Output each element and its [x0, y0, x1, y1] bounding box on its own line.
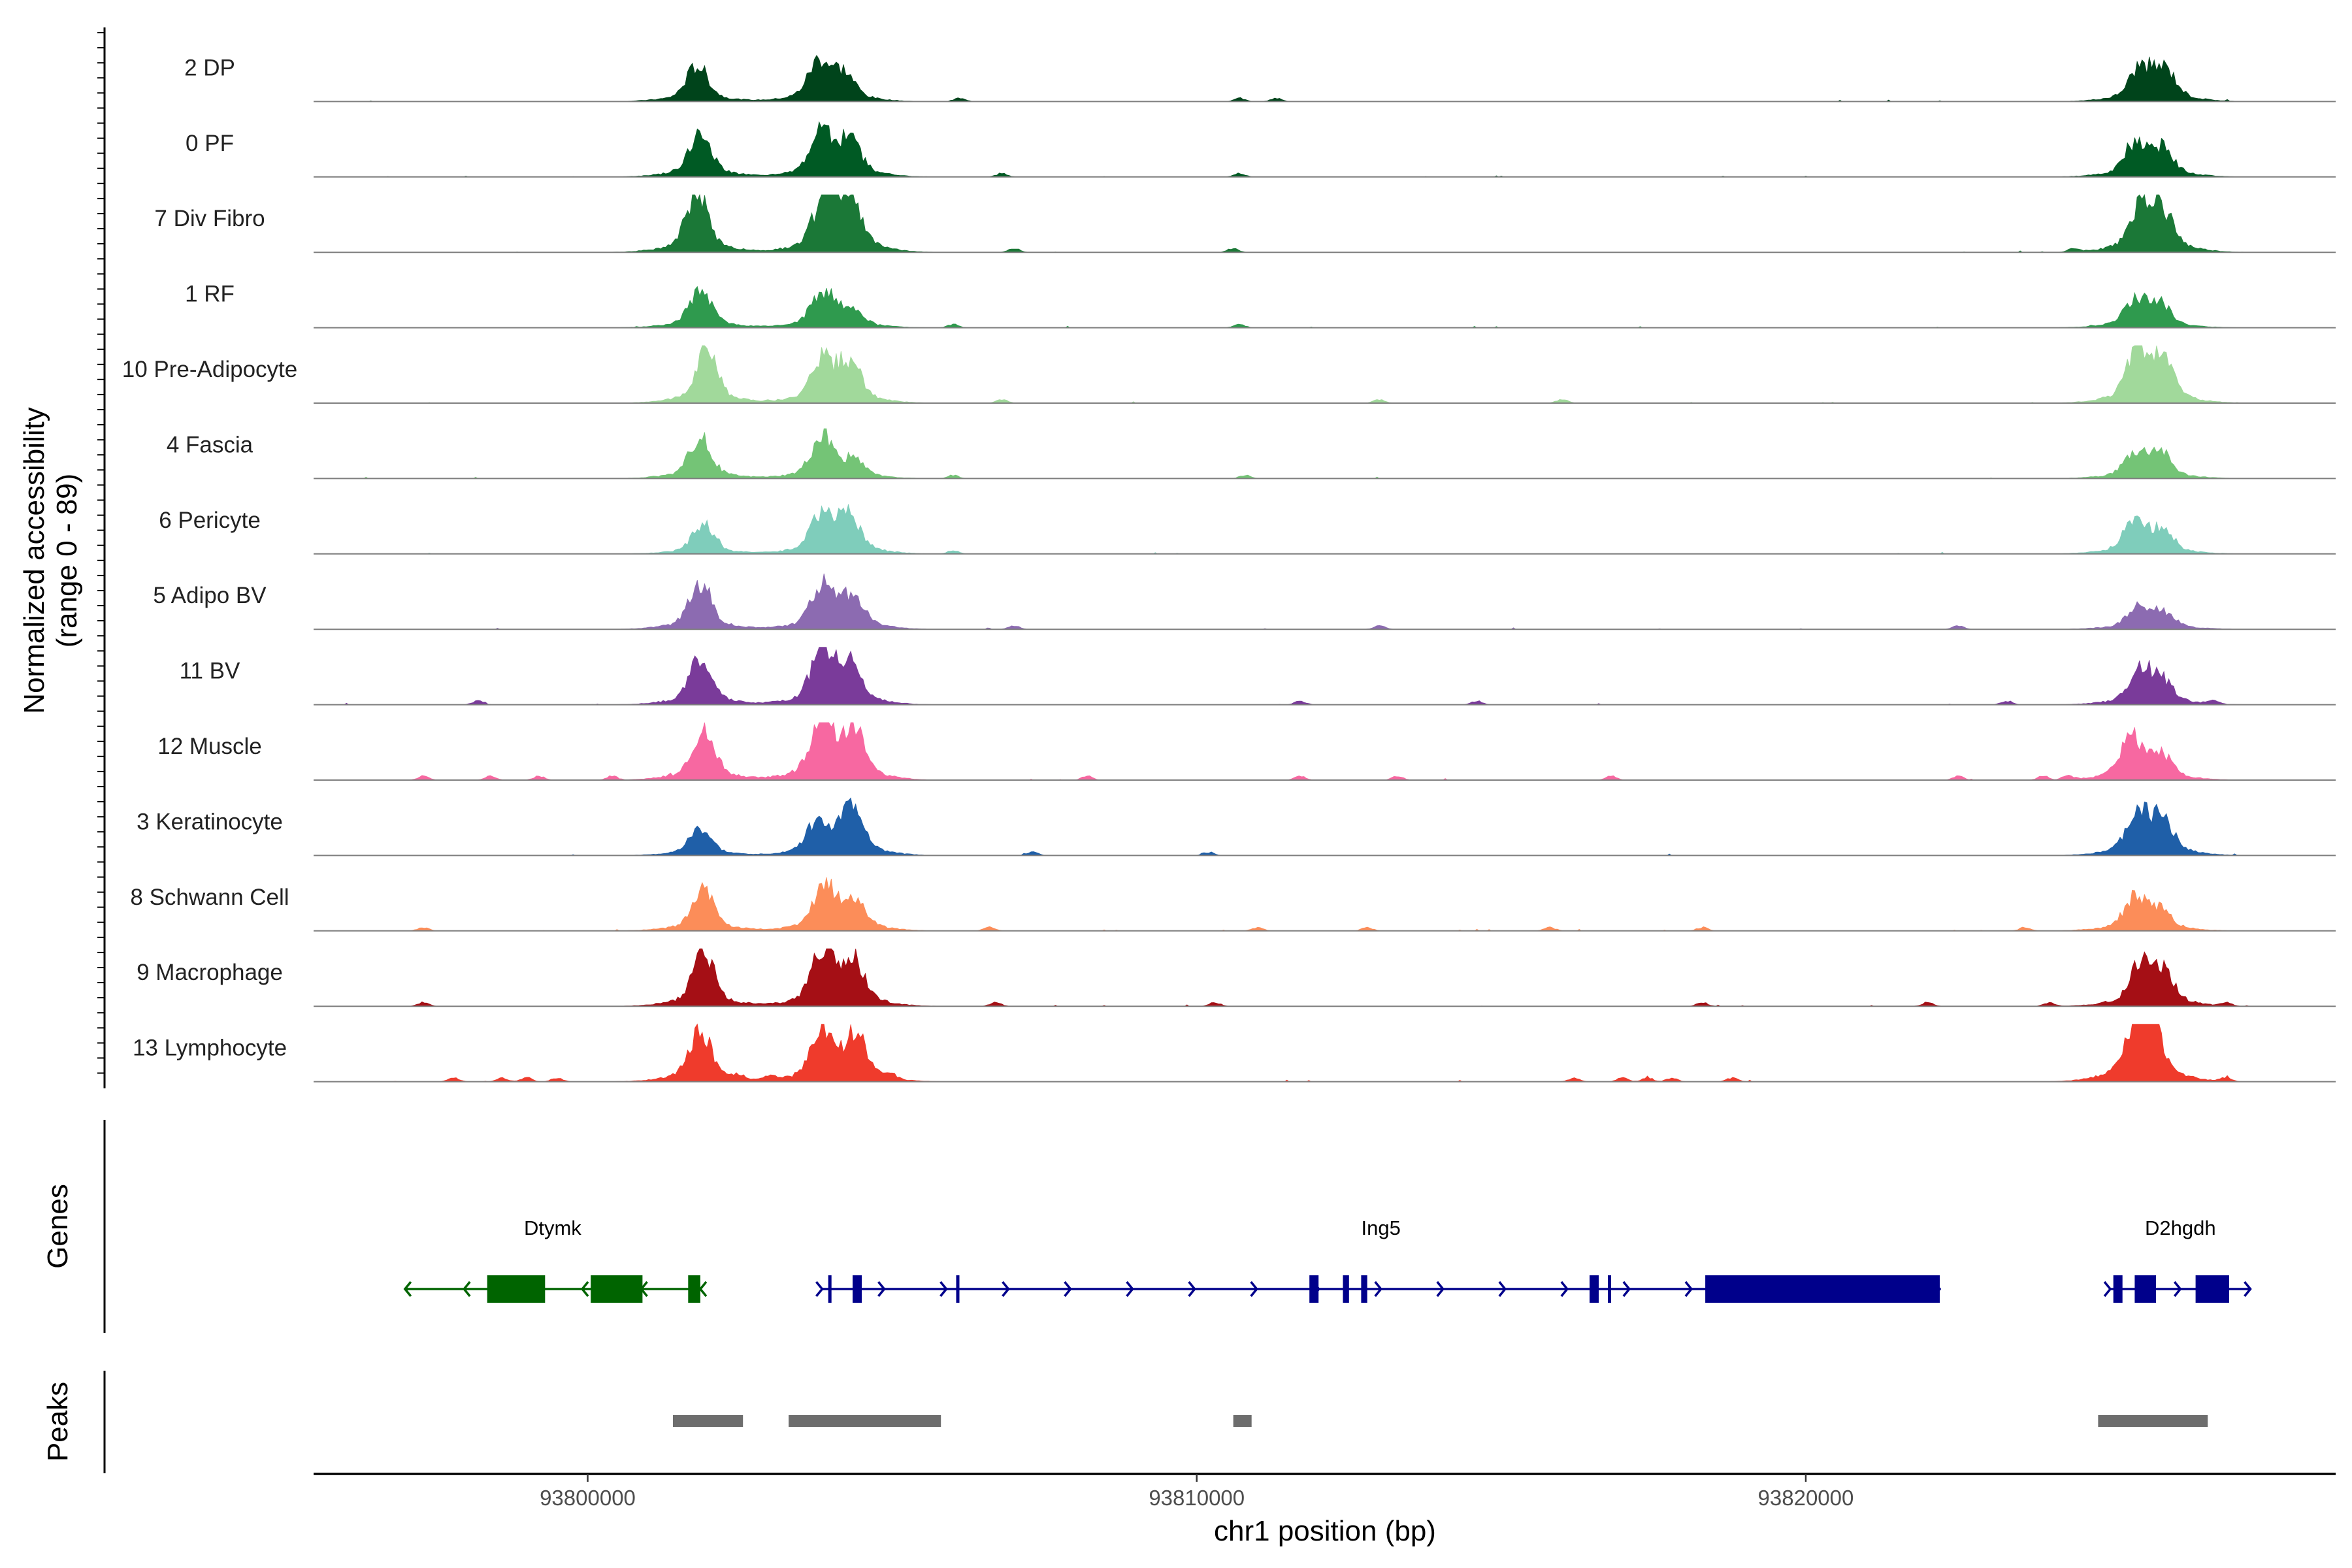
gene-exon: [2113, 1275, 2123, 1303]
coverage-track: 12 Muscle: [157, 721, 2336, 781]
gene-strand-arrow: [1250, 1281, 1258, 1298]
track-label: 2 DP: [184, 55, 235, 80]
track-label: 9 Macrophage: [137, 960, 283, 985]
track-label: 11 BV: [180, 659, 240, 684]
gene-model: Ing5: [815, 1217, 1942, 1303]
gene-strand-arrow: [1498, 1281, 1507, 1298]
coverage-track: 4 Fascia: [167, 428, 2336, 480]
gene-exon: [828, 1275, 832, 1303]
gene-exon: [1608, 1275, 1611, 1303]
peaks-panel-title: Peaks: [42, 1382, 74, 1462]
gene-strand-arrow: [1002, 1281, 1010, 1298]
gene-strand-arrow: [2103, 1281, 2112, 1298]
y-axis-title: Normalized accessibility: [18, 407, 50, 713]
gene-exon: [1343, 1275, 1349, 1303]
gene-strand-arrow: [403, 1281, 412, 1298]
gene-strand-arrow: [1436, 1281, 1445, 1298]
gene-model: Dtymk: [403, 1217, 708, 1303]
x-axis-ticks: 93800000 93810000 93820000: [540, 1474, 1854, 1510]
coverage-track: 7 Div Fibro: [154, 193, 2336, 253]
coverage-track: 13 Lymphocyte: [133, 1023, 2336, 1083]
y-axis-range-label: (range 0 - 89): [51, 474, 83, 648]
coverage-track: 11 BV: [180, 647, 2336, 706]
gene-exon: [487, 1275, 546, 1303]
track-label: 12 Muscle: [157, 734, 262, 759]
x-tick-label: 93800000: [540, 1486, 636, 1510]
gene-exon: [853, 1275, 862, 1303]
coverage-track: 6 Pericyte: [159, 504, 2336, 555]
peak-region: [2098, 1415, 2208, 1427]
track-label: 3 Keratinocyte: [137, 809, 283, 834]
coverage-track: 1 RF: [185, 282, 2336, 329]
x-tick-label: 93820000: [1758, 1486, 1854, 1510]
gene-strand-arrow: [580, 1281, 589, 1298]
peak-region: [789, 1415, 941, 1427]
gene-strand-arrow: [939, 1281, 948, 1298]
gene-strand-arrow: [1622, 1281, 1631, 1298]
track-label: 6 Pericyte: [159, 508, 261, 533]
gene-strand-arrow: [1560, 1281, 1569, 1298]
gene-label: Dtymk: [524, 1217, 581, 1239]
peak-region: [673, 1415, 743, 1427]
coverage-track: 10 Pre-Adipocyte: [122, 345, 2336, 404]
coverage-area: [332, 721, 2281, 781]
gene-strand-arrow: [1188, 1281, 1196, 1298]
gene-exon: [1705, 1275, 1940, 1303]
coverage-track: 9 Macrophage: [137, 948, 2336, 1007]
genes-panel-title: Genes: [42, 1184, 74, 1269]
track-label: 8 Schwann Cell: [130, 885, 289, 910]
x-axis-title: chr1 position (bp): [1214, 1515, 1436, 1547]
coverage-track: 5 Adipo BV: [153, 573, 2336, 630]
gene-exon: [2134, 1275, 2156, 1303]
gene-exon: [956, 1275, 960, 1303]
track-label: 5 Adipo BV: [153, 583, 267, 608]
gene-strand-arrow: [1064, 1281, 1072, 1298]
gene-exon: [688, 1275, 700, 1303]
peak-region: [1233, 1415, 1252, 1427]
track-label: 7 Div Fibro: [154, 206, 265, 231]
gene-exon: [1361, 1275, 1367, 1303]
coverage-y-axis: [97, 27, 106, 1088]
gene-exon: [1309, 1275, 1319, 1303]
track-label: 1 RF: [185, 282, 235, 307]
gene-model: D2hgdh: [2103, 1217, 2252, 1303]
coverage-tracks: 2 DP 0 PF 7 Div Fibro 1 RF 10 Pre-Adipocyte 4…: [122, 55, 2336, 1083]
gene-strand-arrow: [815, 1281, 824, 1298]
track-label: 10 Pre-Adipocyte: [122, 357, 297, 382]
track-label: 0 PF: [186, 131, 234, 156]
gene-strand-arrow: [1684, 1281, 1693, 1298]
coverage-track: 2 DP: [184, 55, 2336, 103]
genes-track: Dtymk Ing5 D2hgdh: [403, 1217, 2252, 1303]
gene-strand-arrow: [1374, 1281, 1382, 1298]
gene-label: D2hgdh: [2145, 1217, 2216, 1239]
gene-label: Ing5: [1362, 1217, 1401, 1239]
gene-exon: [1590, 1275, 1599, 1303]
peaks-track: [673, 1415, 2208, 1427]
gene-strand-arrow: [2244, 1281, 2252, 1298]
gene-strand-arrow: [2173, 1281, 2182, 1298]
track-label: 4 Fascia: [167, 432, 253, 457]
gene-exon: [2195, 1275, 2229, 1303]
gene-strand-arrow: [698, 1281, 708, 1298]
gene-strand-arrow: [877, 1281, 886, 1298]
coverage-track: 3 Keratinocyte: [137, 797, 2336, 857]
coverage-track: 8 Schwann Cell: [130, 877, 2336, 932]
track-label: 13 Lymphocyte: [133, 1036, 287, 1061]
gene-exon: [591, 1275, 643, 1303]
x-tick-label: 93810000: [1149, 1486, 1245, 1510]
gene-strand-arrow: [1126, 1281, 1134, 1298]
coverage-track: 0 PF: [186, 121, 2336, 178]
gene-strand-arrow: [462, 1281, 471, 1298]
